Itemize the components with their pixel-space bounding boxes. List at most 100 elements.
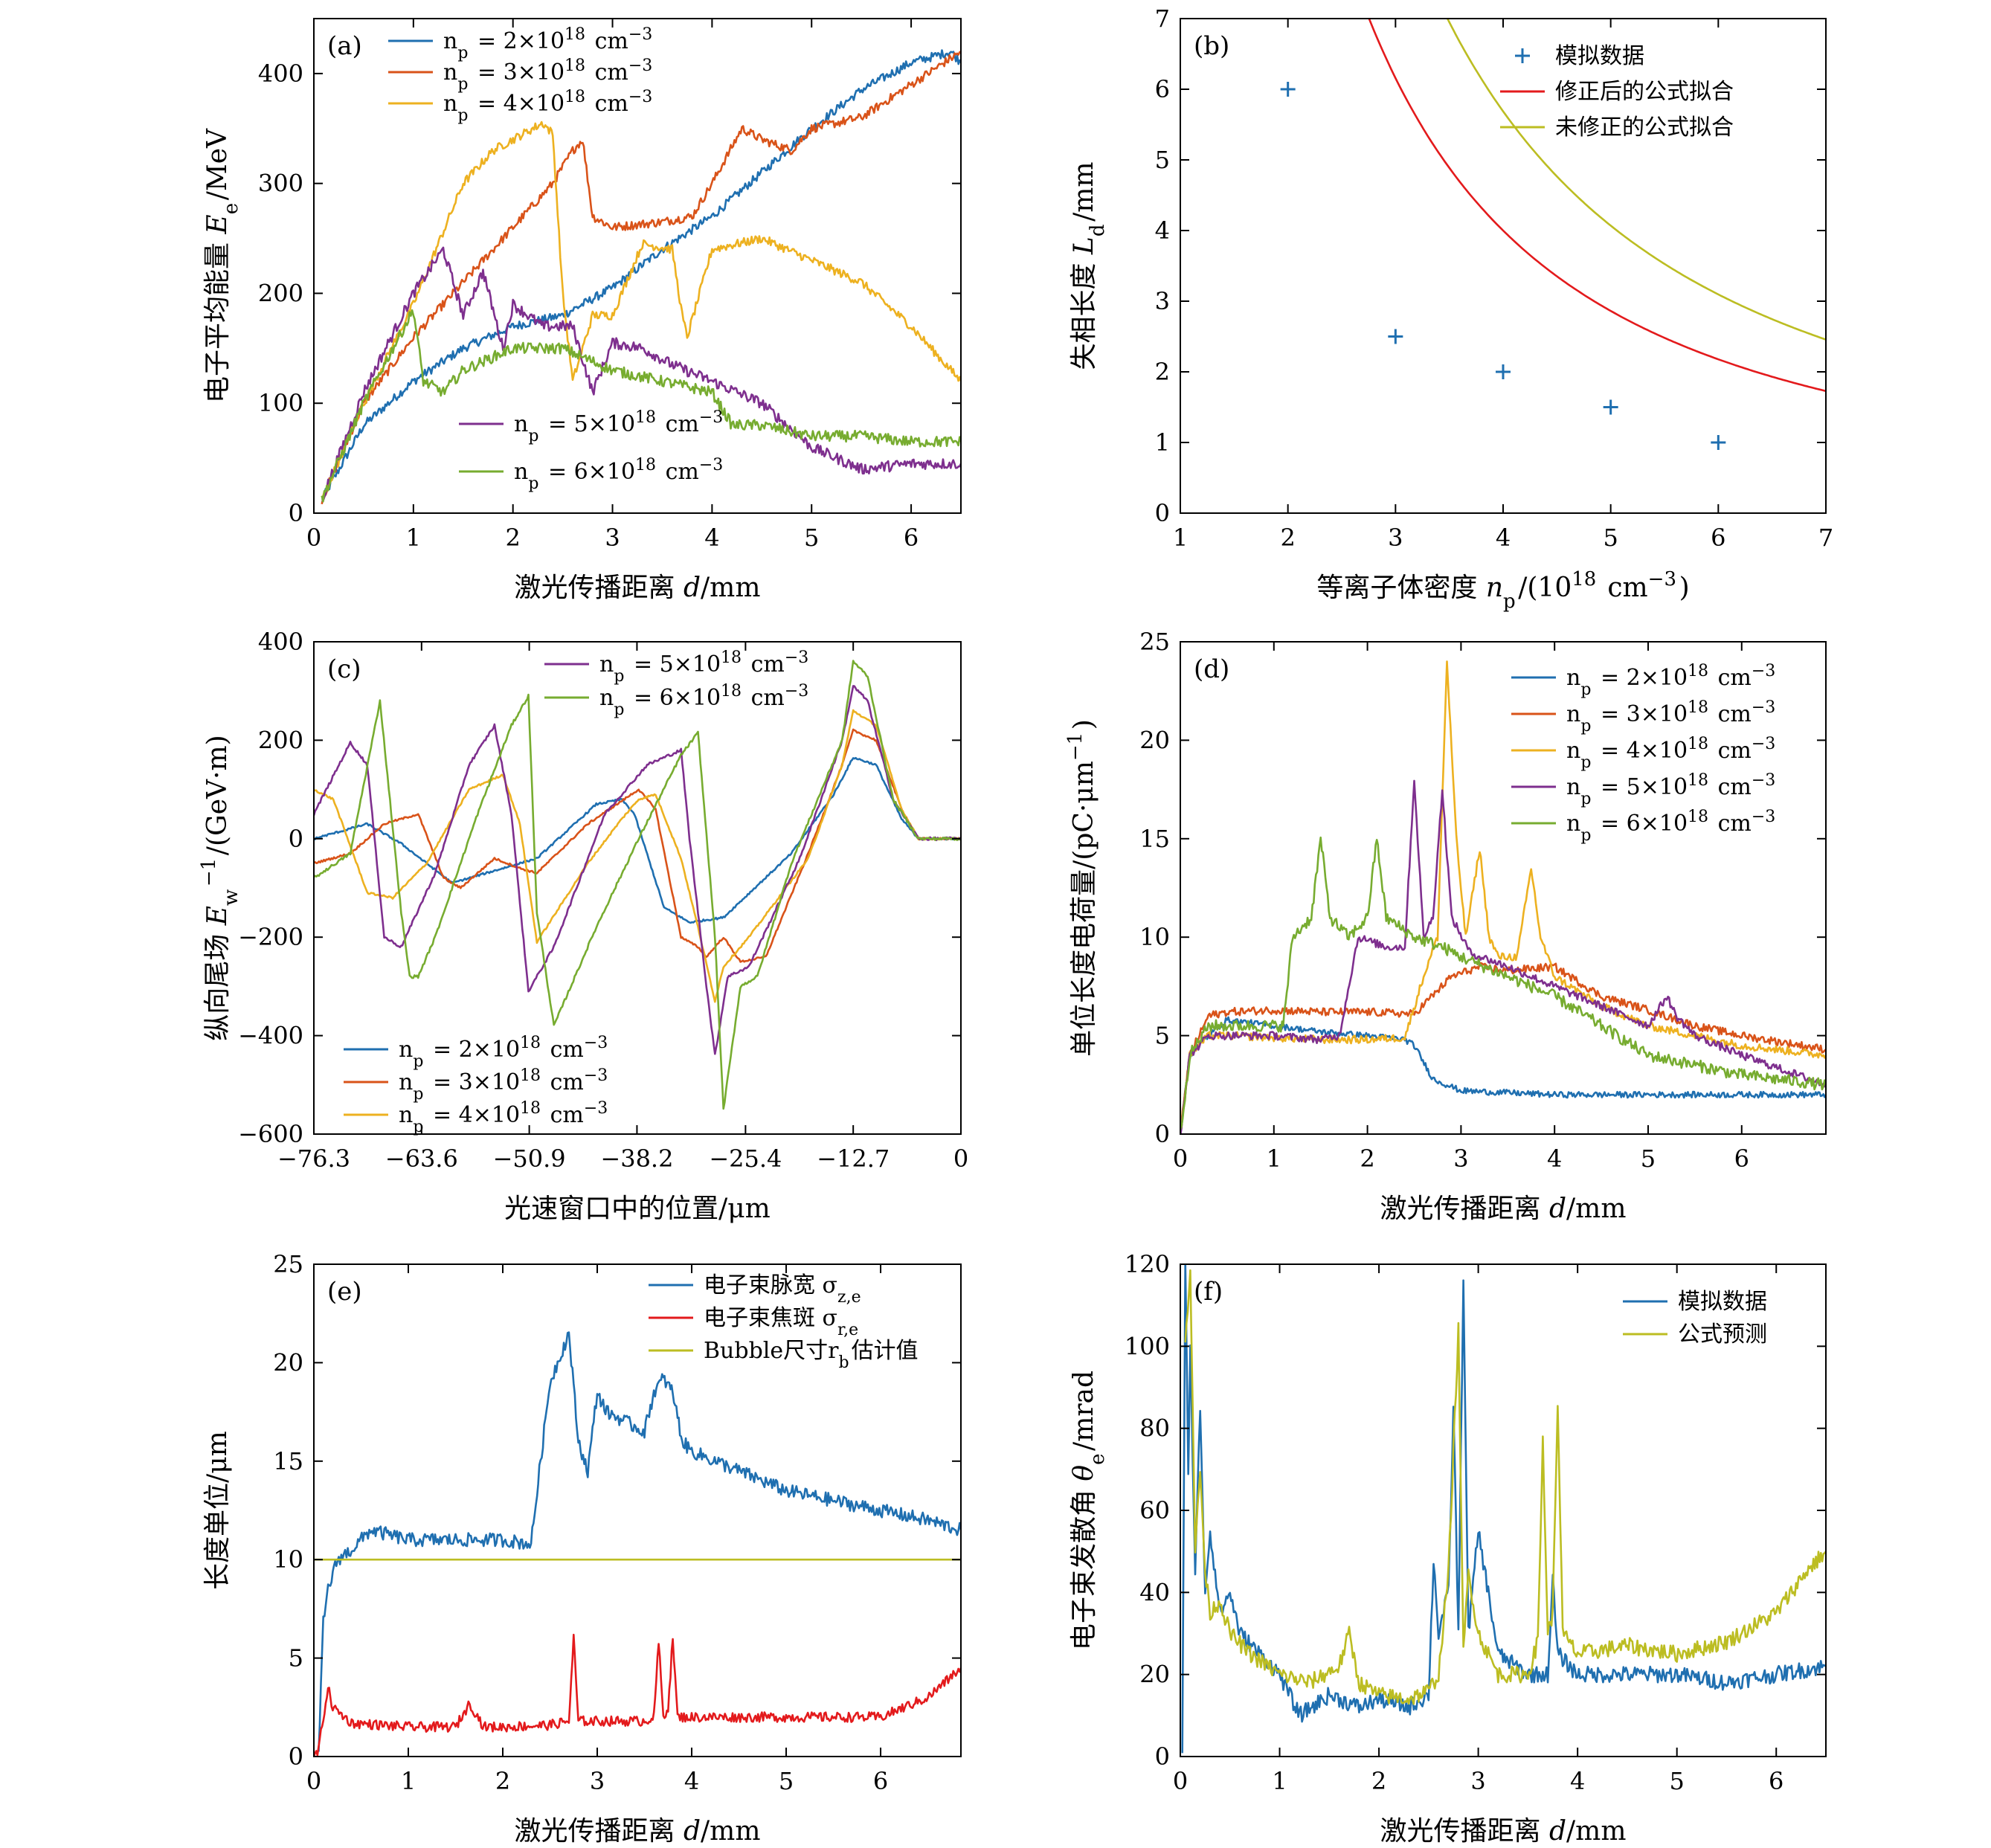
data-point	[1603, 399, 1618, 415]
legend-item: np = 2×1018 cm−3	[344, 1034, 608, 1071]
legend-label: 修正后的公式拟合	[1555, 79, 1734, 105]
panel-label: (f)	[1194, 1277, 1223, 1307]
legend-label: 电子束脉宽 σz,e	[704, 1272, 863, 1307]
x-axis-label: 光速窗口中的位置/μm	[504, 1194, 771, 1224]
x-tick-label: 6	[904, 524, 919, 552]
plot-area	[314, 1331, 961, 1757]
x-tick-label: 0	[1173, 1144, 1188, 1173]
x-tick-label: −12.7	[817, 1144, 890, 1173]
legend-label: np = 6×1018 cm−3	[599, 682, 811, 719]
legend-label: np = 2×1018 cm−3	[1566, 662, 1778, 699]
legend-label: np = 5×1018 cm−3	[599, 648, 811, 686]
x-tick-label: 3	[1470, 1767, 1485, 1795]
y-axis-label: 电子平均能量 Ee /MeV	[202, 128, 242, 403]
legend-item: np = 4×1018 cm−3	[344, 1099, 610, 1136]
plot-area	[321, 49, 961, 505]
y-tick-label: 0	[289, 499, 303, 527]
x-axis-label: 激光传播距离 d/mm	[515, 573, 761, 603]
y-tick-label: −200	[238, 923, 303, 951]
series-line-5	[321, 309, 961, 503]
y-tick-label: 25	[1139, 628, 1170, 656]
x-tick-label: 5	[1641, 1144, 1656, 1173]
y-tick-label: 15	[273, 1447, 303, 1475]
y-tick-label: 10	[1139, 923, 1170, 951]
y-tick-label: 100	[1125, 1332, 1170, 1360]
y-tick-label: 7	[1155, 4, 1170, 33]
panel-label: (e)	[327, 1277, 362, 1307]
legend-item: np = 3×1018 cm−3	[344, 1066, 608, 1104]
x-tick-label: 1	[1173, 524, 1188, 552]
data-point	[1711, 435, 1726, 450]
legend-item: 模拟数据	[1515, 43, 1644, 69]
plot-area	[1180, 660, 1826, 1134]
x-tick-label: 5	[804, 524, 819, 552]
x-tick-label: 0	[1173, 1767, 1188, 1795]
x-tick-label: 6	[1734, 1144, 1749, 1173]
legend-label: 电子束焦斑 σr,e	[704, 1305, 861, 1339]
y-tick-label: 200	[258, 279, 303, 307]
legend-item: np = 5×1018 cm−3	[1511, 771, 1775, 808]
legend-item: 未修正的公式拟合	[1500, 115, 1734, 141]
series-line-5	[1180, 836, 1826, 1130]
legend-item: np = 5×1018 cm−3	[459, 408, 723, 445]
y-tick-label: 20	[1139, 726, 1170, 754]
y-tick-label: 5	[289, 1644, 303, 1672]
series-line-2	[321, 51, 961, 505]
x-tick-label: 2	[1371, 1767, 1386, 1795]
y-axis-label: 失相长度 Ld /mm	[1069, 161, 1109, 370]
series-line-1	[1181, 1264, 1826, 1754]
legend-item: np = 6×1018 cm−3	[544, 682, 811, 719]
y-tick-label: −400	[238, 1022, 303, 1050]
y-tick-label: 15	[1139, 825, 1170, 853]
y-tick-label: 400	[258, 59, 303, 88]
y-tick-label: 20	[273, 1348, 303, 1377]
legend-label: np = 2×1018 cm−3	[443, 25, 654, 62]
x-tick-label: 1	[1272, 1767, 1287, 1795]
series-line-2	[314, 728, 961, 963]
legend-label: np = 4×1018 cm−3	[443, 88, 654, 125]
x-tick-label: 0	[306, 524, 321, 552]
x-tick-label: 6	[873, 1767, 888, 1795]
chart-panel-d: 0 1 2 3 4 5 6 0 5 10 15 20 25 (d) 激光传播距离 d/mm 单位长度电荷量/(…	[1064, 628, 1827, 1224]
series-line-4	[1180, 779, 1826, 1134]
plot-frame	[313, 1263, 962, 1757]
panel-label: (d)	[1194, 654, 1229, 684]
y-tick-label: 60	[1139, 1496, 1170, 1525]
panel-label: (a)	[327, 31, 362, 61]
legend-label: np = 4×1018 cm−3	[399, 1099, 610, 1136]
legend-label: np = 3×1018 cm−3	[1566, 698, 1778, 735]
legend-label: np = 6×1018 cm−3	[514, 456, 725, 493]
series-line-2	[314, 1633, 961, 1757]
y-tick-label: 120	[1125, 1250, 1170, 1278]
series-line-3	[1180, 660, 1826, 1134]
legend: np = 2×1018 cm−3 np = 3×1018 cm−3 np = 4…	[388, 25, 654, 125]
y-tick-label: 6	[1155, 75, 1170, 103]
series-line-4	[314, 685, 961, 1055]
legend-item: np = 2×1018 cm−3	[388, 25, 654, 62]
series-line-3	[1446, 19, 1826, 341]
legend-item: 修正后的公式拟合	[1500, 79, 1734, 105]
y-tick-label: 200	[258, 726, 303, 754]
legend-label: 模拟数据	[1555, 43, 1644, 69]
y-tick-label: 4	[1155, 216, 1170, 245]
series-line-3	[321, 120, 961, 498]
x-tick-label: −25.4	[709, 1144, 782, 1173]
x-tick-label: 3	[590, 1767, 605, 1795]
x-tick-label: 1	[406, 524, 421, 552]
y-axis-label: 电子束发散角 θe /mrad	[1069, 1371, 1109, 1650]
y-axis-label: 长度单位/μm	[202, 1431, 233, 1590]
legend-label: 未修正的公式拟合	[1555, 115, 1734, 141]
series-line-5	[314, 660, 961, 1110]
panel-label: (b)	[1194, 31, 1229, 61]
panel-label: (c)	[327, 654, 361, 684]
legend-item: 公式预测	[1623, 1321, 1767, 1348]
legend: np = 2×1018 cm−3 np = 3×1018 cm−3 np = 4…	[344, 1034, 610, 1136]
legend-item: 电子束焦斑 σr,e	[649, 1305, 861, 1339]
plot-frame	[313, 18, 962, 514]
x-tick-label: 6	[1769, 1767, 1783, 1795]
y-tick-label: 10	[273, 1545, 303, 1574]
y-axis-label: 纵向尾场 Ew −1 /(GeV·m)	[198, 735, 242, 1040]
